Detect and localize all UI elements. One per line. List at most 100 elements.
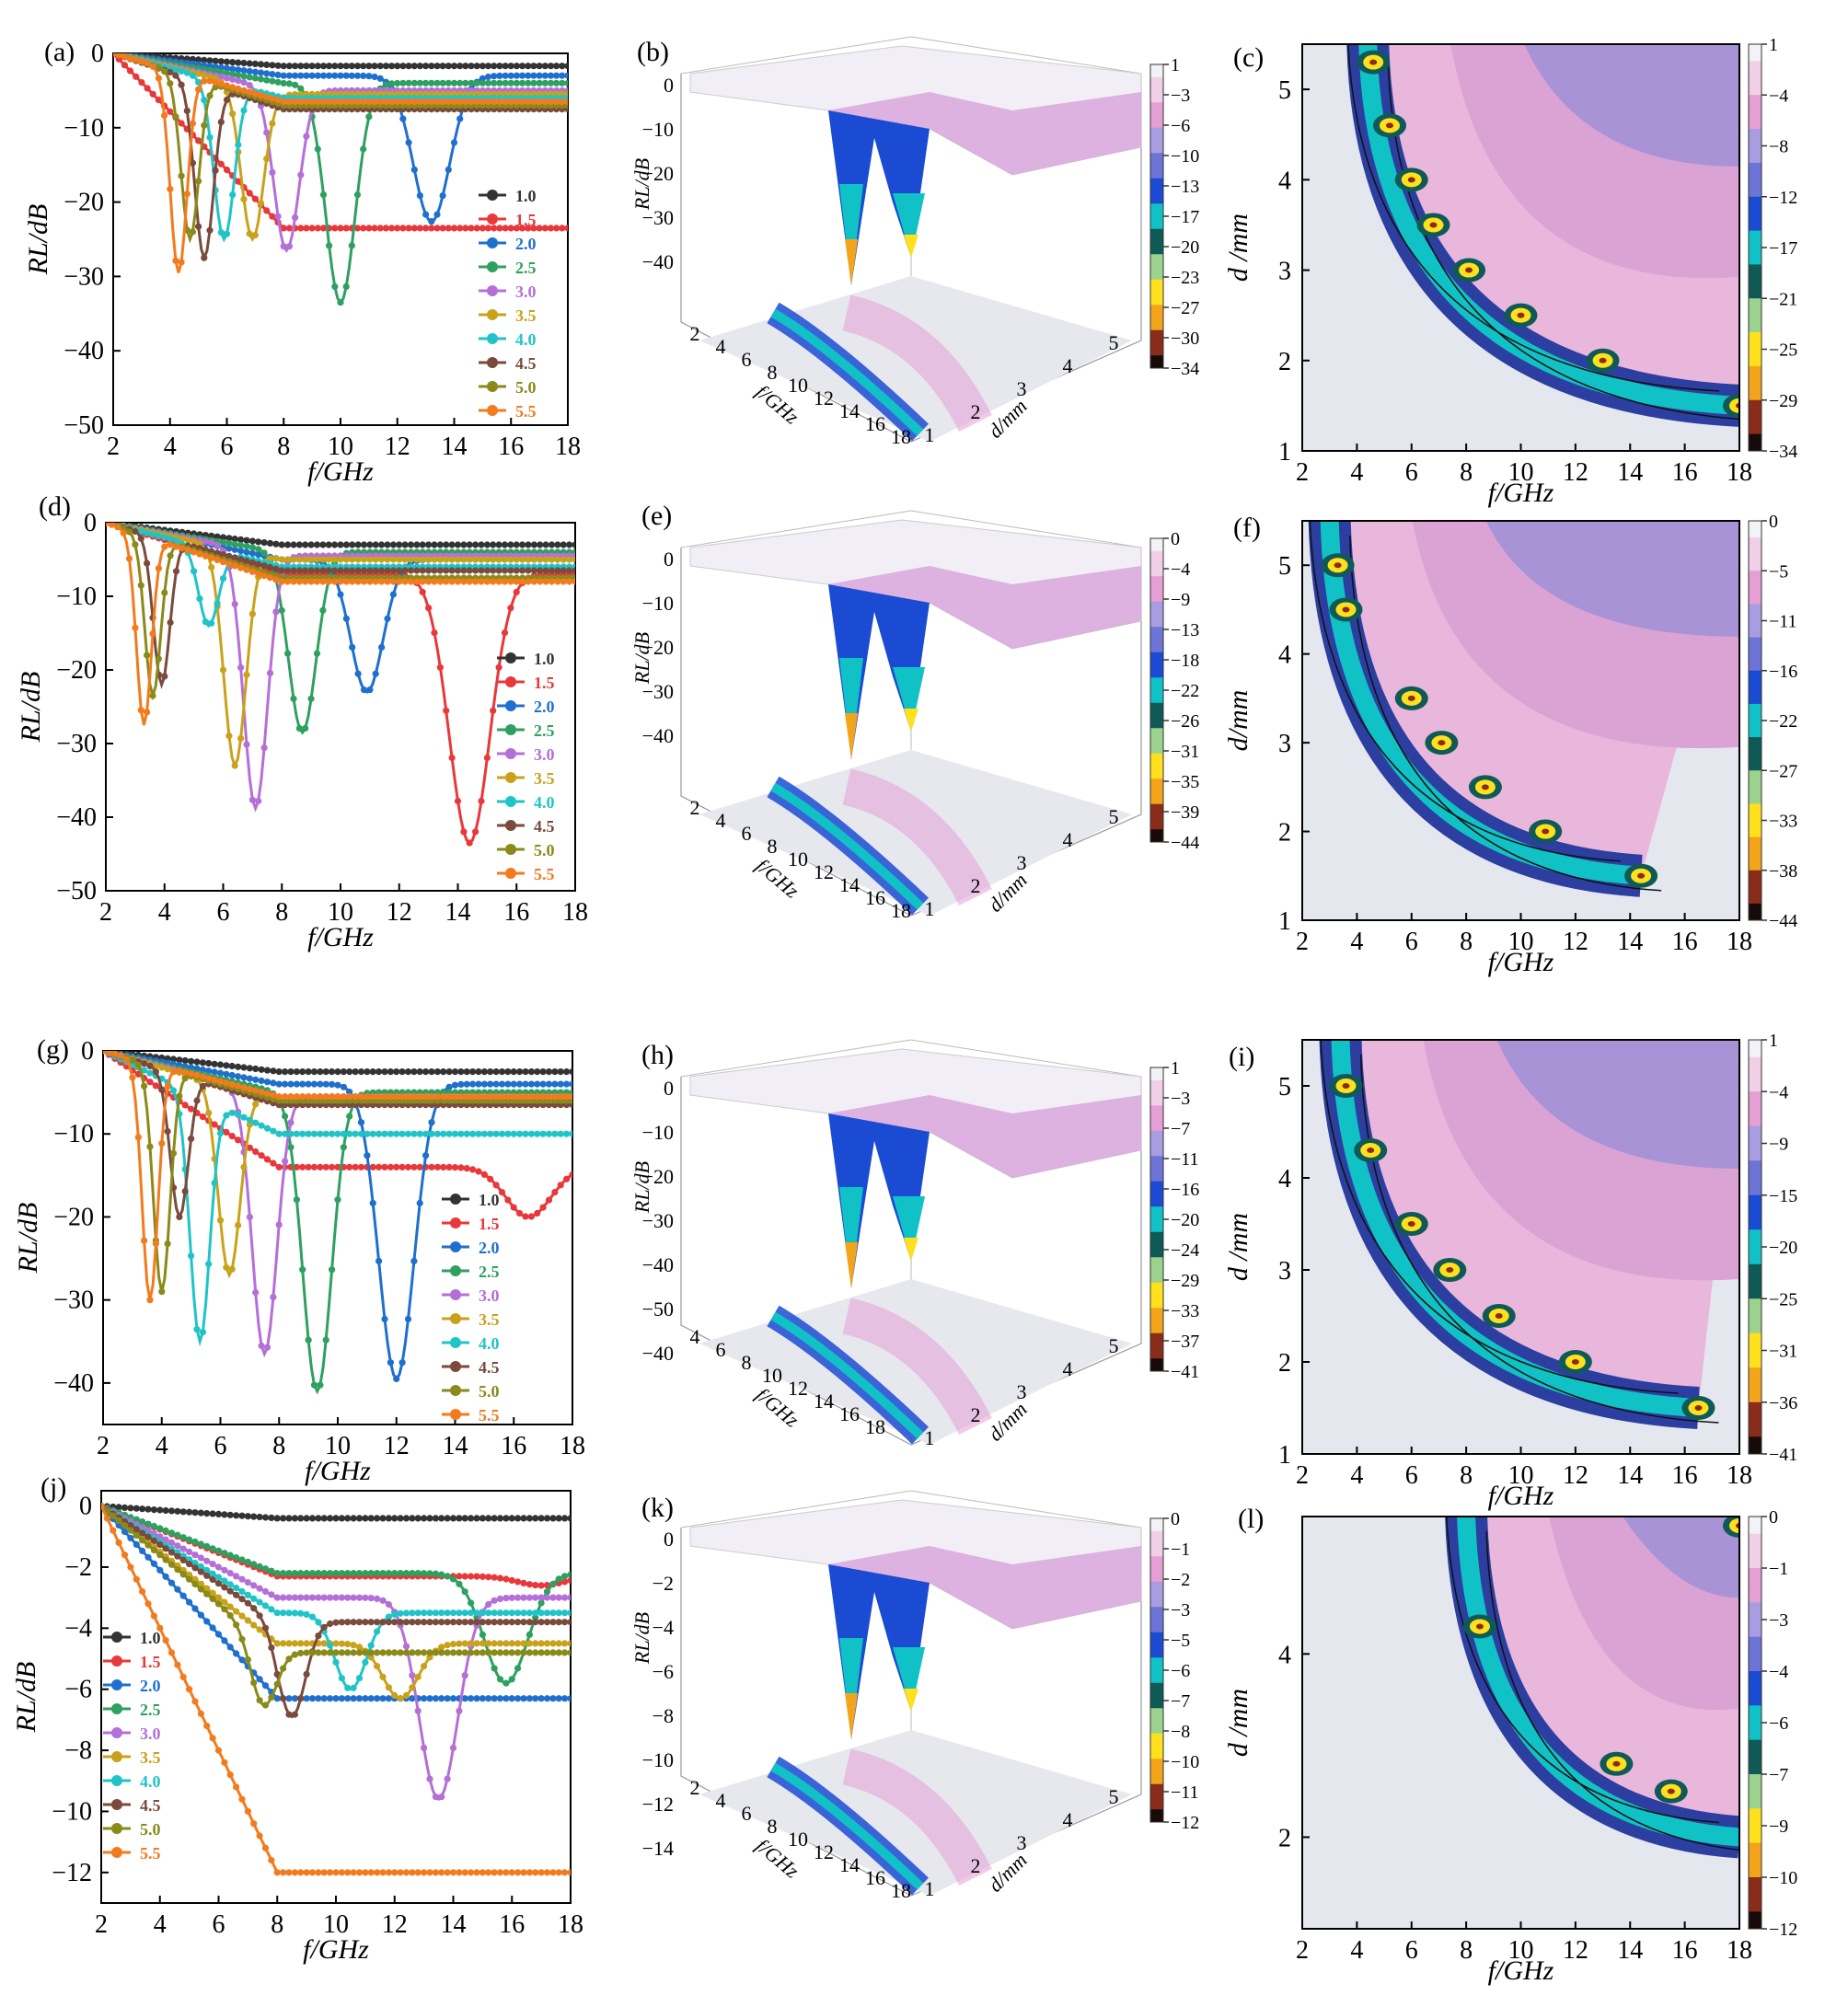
series-marker (384, 556, 391, 563)
series-marker (426, 1609, 433, 1617)
colorbar-segment (1749, 332, 1761, 350)
series-marker (348, 98, 355, 106)
colorbar-segment (1150, 228, 1163, 242)
series-marker (144, 1533, 152, 1540)
legend-marker (487, 237, 498, 248)
series-marker (314, 145, 321, 153)
series-marker (507, 567, 514, 574)
legend-marker (111, 1751, 122, 1762)
series-marker (291, 1640, 298, 1647)
series-marker (331, 72, 339, 79)
series-marker (221, 1584, 228, 1591)
series-marker (188, 1135, 195, 1142)
series-marker (139, 1537, 146, 1544)
colorbar-label: −3 (1171, 1089, 1190, 1109)
series-marker (547, 72, 555, 79)
series-marker (355, 1649, 364, 1656)
series-marker (174, 1552, 181, 1560)
series-marker (138, 58, 145, 65)
series-marker (496, 72, 503, 79)
d-tick-label: 3 (1017, 1380, 1027, 1403)
panel-label: (g) (37, 1034, 69, 1065)
series-marker (226, 1587, 234, 1595)
series-marker (307, 541, 315, 548)
d-tick-label: 2 (971, 1403, 981, 1426)
f-tick-label: 2 (690, 322, 700, 345)
series-marker (261, 1587, 270, 1596)
series-marker (349, 556, 356, 563)
series-marker (308, 225, 316, 232)
series-marker (541, 225, 549, 232)
series-marker (522, 1130, 529, 1137)
series-marker (422, 79, 430, 87)
series-marker (329, 1130, 336, 1137)
series-marker (460, 556, 468, 563)
series-marker (285, 243, 293, 250)
series-marker (144, 1553, 152, 1561)
series-marker (422, 1130, 430, 1137)
series-marker (269, 95, 276, 102)
series-marker (367, 1869, 375, 1876)
series-marker (352, 1068, 359, 1076)
x-tick-label: 6 (213, 1910, 225, 1939)
series-marker (161, 111, 168, 119)
x-tick-label: 8 (1460, 1936, 1473, 1965)
series-marker (405, 139, 412, 146)
series-marker (432, 1649, 439, 1656)
series-marker (263, 1090, 271, 1097)
colorbar-label: 0 (1171, 529, 1180, 549)
y-tick-label: 4 (1278, 641, 1291, 670)
series-marker (235, 1073, 242, 1080)
series-marker (263, 1125, 271, 1132)
series-marker (214, 1600, 223, 1608)
series-marker (250, 1605, 258, 1612)
series-marker (206, 92, 214, 99)
series-marker (326, 63, 333, 70)
series-marker (507, 72, 514, 79)
series-marker (337, 299, 344, 306)
series-marker (519, 556, 526, 563)
series-marker (525, 79, 532, 87)
series-marker (319, 556, 327, 563)
series-marker (436, 578, 444, 585)
legend-label: 1.0 (534, 650, 555, 668)
series-marker (338, 1695, 345, 1702)
series-marker (495, 567, 502, 574)
series-marker (372, 670, 379, 677)
colorbar-label: −31 (1171, 742, 1199, 762)
series-marker (485, 1640, 492, 1647)
series-marker (319, 606, 327, 614)
series-marker (462, 225, 469, 232)
y-axis-label: d /mm (1223, 1213, 1253, 1281)
series-marker (214, 599, 221, 607)
series-marker (285, 72, 293, 79)
colorbar-segment (1749, 620, 1761, 639)
series-marker (555, 1594, 562, 1601)
series-marker (120, 529, 127, 536)
series-marker (342, 615, 350, 622)
colorbar-segment (1749, 1826, 1761, 1844)
series-marker (507, 79, 514, 87)
series-marker (197, 1509, 204, 1517)
series-marker (349, 643, 356, 652)
series-marker (349, 541, 356, 548)
series-marker (416, 1199, 423, 1206)
series-marker (382, 81, 389, 88)
series-marker (421, 1570, 428, 1577)
series-marker (396, 556, 403, 563)
series-marker (338, 1869, 345, 1876)
series-marker (449, 1744, 457, 1751)
series-marker (344, 1649, 352, 1656)
series-marker (379, 1570, 387, 1577)
series-marker (223, 64, 231, 72)
f-tick-label: 18 (865, 1415, 885, 1438)
y-tick-label: −6 (64, 1676, 92, 1704)
series-marker (235, 1111, 242, 1118)
series-marker (248, 544, 256, 551)
series-marker (355, 1869, 364, 1876)
rl-axis-label: RL/dB (630, 1612, 653, 1665)
legend-marker (450, 1409, 461, 1420)
series-marker (463, 1130, 470, 1137)
colorbar-label: −6 (1171, 116, 1190, 136)
rl-tick-label: −4 (653, 1616, 674, 1639)
